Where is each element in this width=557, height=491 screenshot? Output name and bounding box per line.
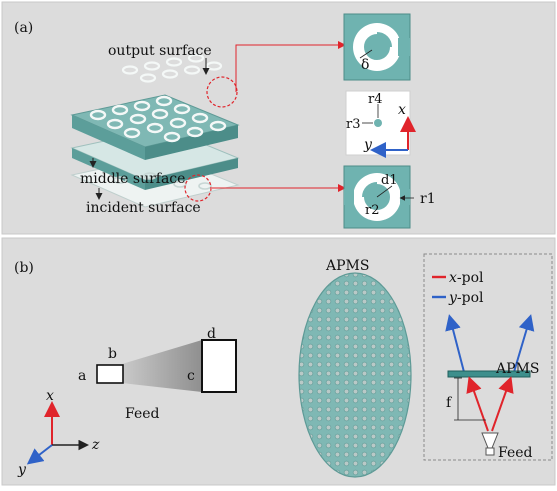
axis-y-arrow [26,444,53,465]
horn-waveguide-aperture [96,364,124,384]
output-connector-arrow [235,41,346,92]
r4-label: r4 [368,92,383,107]
incident-surface-label: incident surface [86,200,201,216]
metasurface-stack [70,53,240,208]
system-apms-label: APMS [495,361,539,377]
coordinate-axes: x z y [17,388,100,478]
reflectarray-system: f APMS Feed [445,314,539,461]
panel-a-tag: (a) [14,20,33,36]
top-ring-array [89,95,227,143]
legend-x-pol-label: x-pol [449,270,484,286]
x-pol-beam-left [466,376,489,432]
horn-label-b: b [108,346,117,362]
r2-label: r2 [365,203,380,218]
axis-x-label: x [46,388,54,404]
x-axis-label: x [398,102,406,118]
polarization-legend: x-pol y-pol [432,270,484,306]
x-pol-beam-right [491,376,514,432]
panel-b-background [1,237,556,486]
system-box [423,253,553,461]
incident-unit-cell: d1 r2 r1 [343,165,436,229]
floating-ring-array [121,53,223,83]
apms-array: APMS [298,258,412,478]
y-pol-beam-left [445,314,465,373]
legend-y-pol-italic: y [448,290,458,306]
focal-length-label: f [446,395,453,411]
horn-label-c: c [187,368,195,384]
output-layer-right-side [145,125,238,160]
horn-label-a: a [78,368,86,384]
horn-aperture [201,339,237,393]
y-axis-label: y [363,137,373,153]
r1-label: r1 [420,191,436,207]
horn-antenna: b a d c Feed [78,326,237,422]
d1-label: d1 [381,173,398,188]
legend-y-pol-suffix: -pol [457,290,484,306]
apms-plate [447,370,531,378]
legend-y-pol-label: y-pol [448,290,484,306]
system-feed-label: Feed [498,445,533,461]
horn-feed-label: Feed [125,406,160,422]
horn-flare [122,340,202,392]
middle-unit-cell: r4 r3 x y [345,90,416,158]
apms-ellipse [298,272,412,478]
middle-layer-right-side [145,158,238,190]
axis-y-label: y [17,462,27,478]
bottom-ring-array [113,172,212,190]
legend-x-pol-italic: x [449,270,457,286]
panel-b-tag: (b) [14,260,34,276]
axis-z-label: z [91,437,100,453]
y-pol-beam-right [513,314,535,373]
horn-label-d: d [207,326,216,342]
output-highlight-circle [206,76,238,108]
r3-label: r3 [346,117,361,132]
middle-surface-label: middle surface [80,171,185,187]
legend-x-pol-suffix: -pol [457,270,484,286]
output-layer-left-side [72,115,145,160]
delta-label: δ [361,57,369,73]
output-surface-label: output surface [108,43,212,59]
apms-title: APMS [325,258,369,274]
output-unit-cell: δ [343,13,411,81]
incident-highlight-circle [184,174,212,202]
